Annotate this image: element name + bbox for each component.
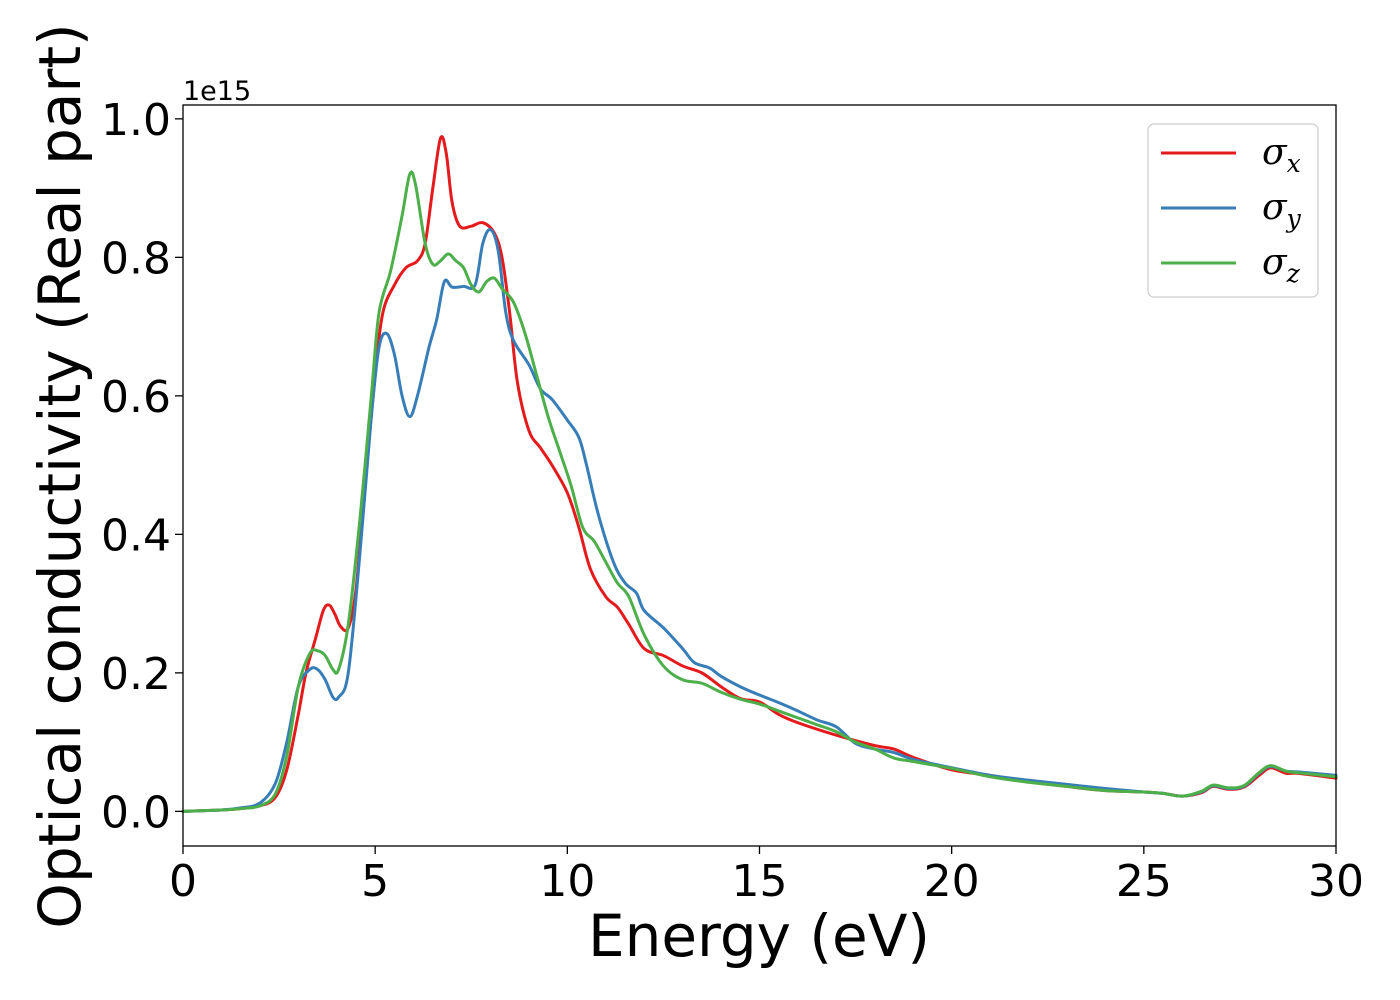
y-axis-label: Optical conductivity (Real part) <box>26 23 94 928</box>
plot-lines <box>181 135 1338 813</box>
x-tick-label: 15 <box>732 856 788 907</box>
y-tick-label: 0.8 <box>101 233 171 284</box>
series-line-z <box>181 170 1338 813</box>
y-tick-label: 0.6 <box>101 372 171 423</box>
x-axis-label: Energy (eV) <box>588 902 930 970</box>
y-tick-label: 1.0 <box>101 95 171 146</box>
legend: σx σy σz <box>1147 123 1319 298</box>
series-line-y <box>181 228 1338 813</box>
legend-label-z: σz <box>1262 242 1301 288</box>
legend-label-x: σx <box>1262 132 1301 178</box>
x-tick-label: 25 <box>1116 856 1172 907</box>
y-tick-label: 0.4 <box>101 510 171 561</box>
x-tick-label: 20 <box>924 856 980 907</box>
y-tick-label: 0.0 <box>101 787 171 838</box>
y-tick-label: 0.2 <box>101 649 171 700</box>
y-axis: 0.0 0.2 0.4 0.6 0.8 1.0 <box>101 95 183 838</box>
x-axis: 0 5 10 15 20 25 30 <box>169 846 1364 907</box>
legend-label-y: σy <box>1262 187 1302 233</box>
x-tick-label: 10 <box>539 856 595 907</box>
y-offset-label: 1e15 <box>183 76 251 107</box>
x-tick-label: 30 <box>1308 856 1364 907</box>
x-tick-label: 5 <box>361 856 389 907</box>
legend-box <box>1147 123 1319 298</box>
x-tick-label: 0 <box>169 856 197 907</box>
